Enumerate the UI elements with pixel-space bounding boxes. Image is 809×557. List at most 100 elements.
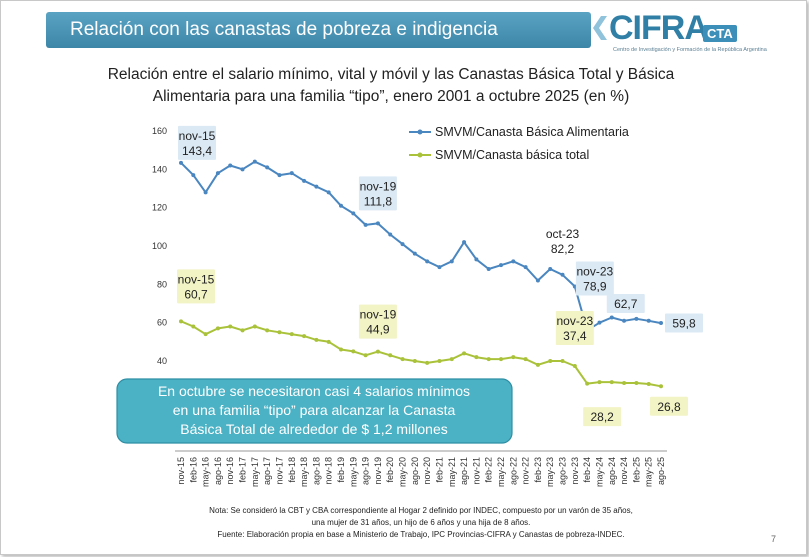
data-point-cbt — [499, 357, 503, 362]
data-point-cba — [388, 232, 393, 237]
annotation-value-label: 111,8 — [364, 194, 393, 208]
x-tick-label: nov-17 — [274, 457, 284, 485]
data-point-cba — [646, 318, 651, 323]
data-point-cbt — [400, 357, 405, 362]
x-tick-label: feb-19 — [336, 457, 346, 483]
data-point-cba — [228, 163, 233, 168]
data-point-cbt — [474, 355, 479, 360]
x-tick-label: ago-22 — [508, 457, 518, 485]
y-tick-label: 140 — [152, 164, 167, 174]
annotation-value-label: 82,2 — [551, 242, 575, 256]
x-tick-label: may-23 — [545, 457, 555, 487]
annotation-date-label: nov-19 — [360, 179, 397, 193]
callout-text-line: en una familia “tipo” para alcanzar la C… — [173, 402, 456, 418]
x-tick-label: feb-24 — [582, 457, 592, 483]
data-point-cbt — [523, 357, 528, 362]
data-point-cbt — [449, 357, 454, 362]
x-tick-label: may-21 — [447, 457, 457, 487]
data-point-cbt — [585, 381, 590, 386]
chart-title-line-2: Alimentaria para una familia “tipo”, ene… — [152, 88, 630, 105]
y-tick-label: 60 — [157, 318, 167, 328]
data-point-cbt — [326, 339, 331, 344]
x-tick-label: feb-18 — [287, 457, 297, 483]
data-point-cba — [240, 167, 245, 172]
x-tick-label: nov-20 — [422, 457, 432, 485]
data-point-cba — [474, 257, 479, 262]
data-point-cbt — [511, 355, 516, 360]
data-point-cba — [535, 278, 540, 283]
data-point-cbt — [462, 351, 467, 356]
note-line-1: Nota: Se consideró la CBT y CBA correspo… — [209, 506, 633, 515]
annotation-value-label: 143,4 — [182, 144, 212, 158]
x-tick-label: ago-16 — [213, 457, 223, 485]
annotation-value-label: 62,7 — [614, 297, 638, 311]
data-point-cbt — [289, 332, 294, 337]
data-point-cbt — [240, 328, 245, 333]
chart-title: Relación entre el salario mínimo, vital … — [41, 64, 741, 108]
annotation-date-label: nov-15 — [179, 129, 216, 143]
x-tick-label: ago-17 — [262, 457, 272, 485]
annotation-date-label: nov-19 — [360, 308, 397, 322]
banner-title: Relación con las canastas de pobreza e i… — [70, 19, 498, 40]
header-banner: Relación con las canastas de pobreza e i… — [46, 12, 591, 48]
annotation-value-label: 59,8 — [672, 317, 696, 331]
annotation-date-label: nov-23 — [556, 314, 593, 328]
annotation-box — [358, 304, 397, 339]
x-tick-label: may-17 — [250, 457, 260, 487]
data-point-cba — [499, 263, 503, 268]
data-point-cbt — [252, 324, 257, 329]
x-tick-label: nov-18 — [324, 457, 334, 485]
series-line-cbt — [180, 320, 662, 388]
x-tick-label: may-25 — [644, 457, 654, 487]
y-tick-label: 160 — [152, 126, 167, 136]
x-tick-label: feb-21 — [434, 457, 444, 483]
x-tick-label: feb-16 — [188, 457, 198, 483]
annotation-value-label: 26,8 — [657, 400, 681, 414]
x-tick-label: may-18 — [299, 457, 309, 487]
data-point-cba — [203, 190, 208, 195]
x-tick-label: ago-25 — [656, 457, 666, 485]
y-tick-label: 100 — [152, 241, 167, 251]
page-number: 7 — [771, 534, 777, 544]
x-tick-label: nov-19 — [373, 457, 383, 485]
annotation-value-label: 60,7 — [184, 287, 208, 301]
annotation-box — [178, 125, 216, 160]
data-point-cbt — [339, 347, 343, 352]
data-point-cbt — [560, 359, 565, 363]
data-point-cbt — [597, 380, 602, 385]
y-tick-label: 40 — [157, 356, 167, 366]
annotation-date-label: oct-23 — [546, 227, 580, 241]
annotation-date-label: nov-23 — [576, 264, 613, 278]
data-point-cba — [597, 320, 602, 325]
data-point-cba — [634, 316, 639, 321]
logo-cta-badge: CTA — [703, 25, 737, 42]
x-tick-label: may-20 — [398, 457, 408, 487]
x-tick-label: may-22 — [496, 457, 506, 487]
x-tick-label: ago-23 — [558, 457, 568, 485]
annotation-value-label: 37,4 — [563, 329, 587, 343]
annotation-box — [575, 261, 614, 296]
data-point-cba — [215, 171, 220, 176]
data-point-cba — [412, 251, 417, 256]
data-point-cba — [252, 159, 257, 164]
data-point-cbt — [646, 382, 651, 386]
annotation-box — [606, 293, 645, 313]
data-point-cbt — [265, 328, 270, 333]
data-point-cbt — [351, 349, 356, 354]
annotation-value-label: 28,2 — [590, 410, 614, 424]
data-point-cbt — [548, 359, 553, 363]
y-tick-label: 80 — [157, 279, 167, 289]
data-point-cba — [179, 160, 183, 165]
note-line-2: una mujer de 31 años, un hijo de 6 años … — [311, 518, 531, 527]
data-point-cba — [560, 272, 565, 277]
annotation-box — [177, 269, 215, 304]
annotation-value-label: 44,9 — [366, 323, 390, 337]
data-point-cbt — [425, 360, 430, 365]
annotation-box — [358, 176, 397, 211]
annotation-box — [650, 396, 688, 416]
x-tick-label: feb-25 — [631, 457, 641, 483]
annotation-value-label: 78,9 — [583, 279, 607, 293]
note-source: Fuente: Elaboración propia en base a Min… — [217, 530, 625, 539]
data-point-cba — [425, 259, 430, 264]
